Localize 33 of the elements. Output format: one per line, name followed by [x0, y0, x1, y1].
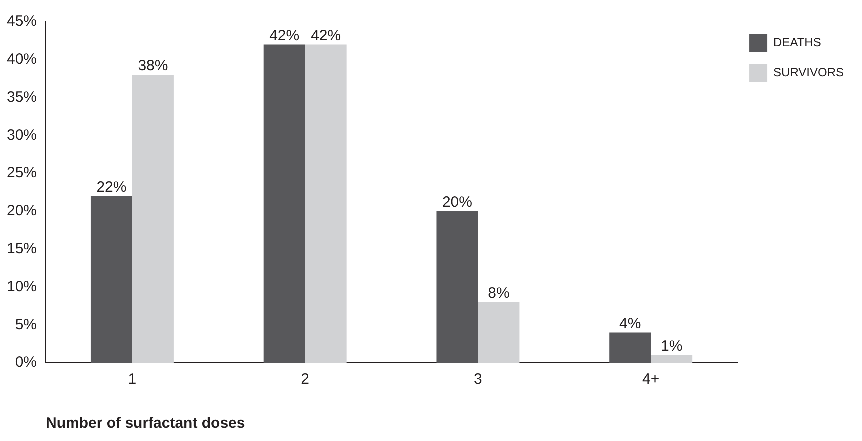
bar — [132, 75, 174, 363]
x-tick-label: 4+ — [642, 371, 660, 388]
x-tick-label: 3 — [474, 371, 482, 388]
bar — [651, 355, 693, 363]
y-tick-label: 40% — [6, 51, 38, 68]
data-label: 4% — [620, 315, 642, 332]
bar — [305, 44, 347, 363]
x-tick-label: 2 — [301, 371, 310, 388]
y-tick-label: 30% — [6, 126, 38, 144]
bar — [610, 332, 652, 363]
x-axis-title: Number of surfactant doses — [46, 415, 246, 432]
legend-label: DEATHS — [774, 35, 822, 50]
data-label: 22% — [96, 178, 127, 196]
x-tick-label: 1 — [128, 371, 137, 388]
y-tick-label: 35% — [6, 88, 38, 106]
bar — [478, 302, 520, 363]
y-tick-label: 20% — [6, 202, 38, 220]
data-label: 42% — [311, 27, 342, 44]
bar — [436, 211, 478, 363]
y-tick-label: 0% — [15, 354, 38, 372]
y-tick-label: 25% — [6, 164, 38, 182]
bar — [90, 196, 132, 363]
data-label: 8% — [488, 285, 510, 302]
data-label: 38% — [138, 58, 168, 75]
legend-label: SURVIVORS — [774, 65, 844, 80]
data-label: 20% — [442, 194, 472, 212]
y-tick-label: 5% — [15, 316, 38, 334]
bar — [264, 44, 306, 363]
data-label: 1% — [661, 338, 683, 356]
data-label: 42% — [270, 27, 300, 44]
y-tick-label: 15% — [6, 240, 38, 258]
y-tick-label: 45% — [6, 13, 38, 30]
y-tick-label: 10% — [6, 278, 38, 296]
